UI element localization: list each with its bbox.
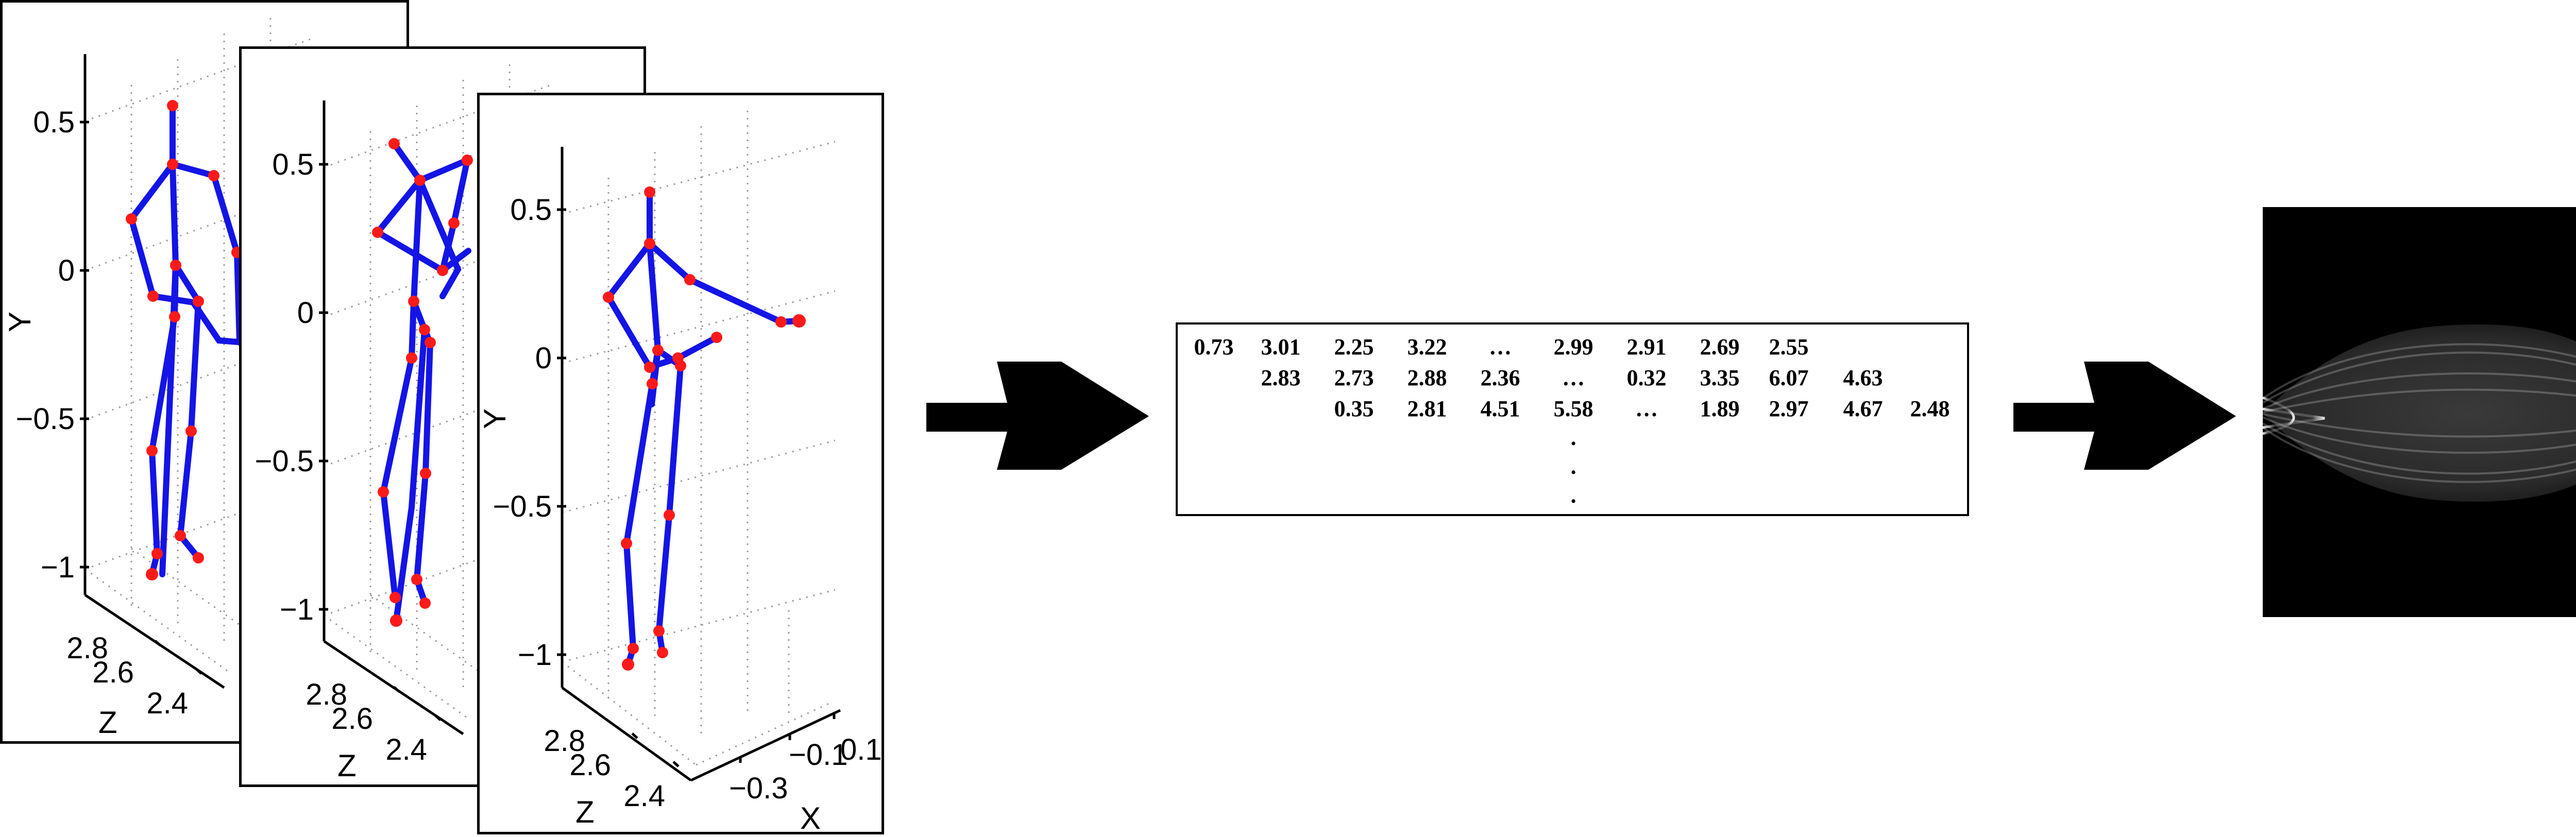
y-tick: −1 <box>518 638 552 672</box>
matrix-cell: 2.99 <box>1554 334 1594 360</box>
sinogram-visual <box>2262 324 2576 502</box>
matrix-cell: 2.97 <box>1769 396 1809 421</box>
skeleton-figure <box>372 138 473 627</box>
matrix-cell: 0.35 <box>1334 396 1374 421</box>
matrix-cell: 4.63 <box>1843 365 1883 390</box>
y-tick: 0 <box>297 296 314 330</box>
y-tick: −0.5 <box>16 402 75 436</box>
y-axis-label: Y <box>480 408 512 429</box>
z-tick: 2.6 <box>569 748 611 782</box>
matrix-cell: 2.48 <box>1910 396 1950 421</box>
skeleton-plot-2: 0.5 0 −0.5 −1 2.8 2.6 2.4 Z <box>255 64 551 783</box>
matrix-cell: 4.51 <box>1481 396 1520 421</box>
y-tick: −0.5 <box>255 445 314 478</box>
y-axis-label: Y <box>3 312 37 332</box>
arrow-right-icon <box>926 362 1149 470</box>
matrix-cell: 5.58 <box>1554 396 1594 421</box>
z-tick: 2.4 <box>623 779 665 813</box>
matrix-cell: 4.67 <box>1843 396 1883 421</box>
x-axis-label: X <box>800 801 821 835</box>
matrix-cell: 0.32 <box>1627 365 1667 390</box>
z-axis-label: Z <box>337 748 357 783</box>
matrix-cell: 2.88 <box>1408 365 1447 390</box>
continuation-dot: . <box>1571 483 1577 508</box>
plot-axes <box>319 100 464 736</box>
matrix-row-3: 0.35 2.81 4.51 5.58 … 1.89 2.97 4.67 2.4… <box>1334 396 1950 421</box>
continuation-dot: . <box>1571 454 1577 479</box>
z-tick: 2.4 <box>146 687 188 720</box>
matrix-cell: 1.89 <box>1700 396 1740 421</box>
z-axis-label: Z <box>575 795 595 829</box>
skeleton-joints <box>372 138 473 627</box>
x-tick: −0.3 <box>729 772 788 805</box>
z-tick: 2.6 <box>92 656 134 689</box>
z-tick: 2.6 <box>331 702 373 736</box>
skeleton-frame-3: 0.5 0 −0.5 −1 Y 2.8 2.6 2.4 Z −0.3 −0.1 … <box>477 93 884 835</box>
skeleton-joints <box>603 186 806 671</box>
y-tick: 0 <box>58 254 75 287</box>
y-tick: 0 <box>535 341 552 375</box>
matrix-cell: 6.07 <box>1769 365 1809 390</box>
matrix-row-1: 0.73 3.01 2.25 3.22 … 2.99 2.91 2.69 2.5… <box>1194 334 1809 360</box>
plot-axes <box>80 54 225 689</box>
skeleton-plot-1: 0.5 0 −0.5 −1 Y 2.8 2.6 2.4 Z <box>3 18 312 740</box>
y-tick: −1 <box>41 551 75 584</box>
continuation-dot: . <box>1571 425 1577 450</box>
z-axis-label: Z <box>98 705 117 740</box>
matrix-cell: 2.69 <box>1700 334 1740 360</box>
plot-grid <box>561 111 836 766</box>
matrix-cell: … <box>1635 396 1658 421</box>
matrix-cell: … <box>1562 365 1585 390</box>
matrix-cell: 2.83 <box>1261 365 1301 390</box>
matrix-cell: 2.55 <box>1769 334 1809 360</box>
matrix-cell: 3.01 <box>1261 334 1301 360</box>
y-tick: −1 <box>280 593 314 626</box>
matrix-cell: 3.22 <box>1408 334 1447 360</box>
z-tick: 2.8 <box>544 724 585 758</box>
matrix-row-2: 2.83 2.73 2.88 2.36 … 0.32 3.35 6.07 4.6… <box>1261 365 1883 390</box>
feature-matrix-grid: 0.73 3.01 2.25 3.22 … 2.99 2.91 2.69 2.5… <box>1194 334 1950 508</box>
matrix-cell: 2.73 <box>1334 365 1374 390</box>
sinogram-image <box>2262 207 2576 617</box>
plot-axes <box>557 147 841 782</box>
y-tick: 0.5 <box>272 148 314 181</box>
feature-matrix: 0.73 3.01 2.25 3.22 … 2.99 2.91 2.69 2.5… <box>1176 322 1969 516</box>
z-tick: 2.8 <box>306 678 347 711</box>
z-tick: 2.4 <box>385 733 427 766</box>
matrix-cell: 2.36 <box>1481 365 1520 390</box>
matrix-cell: 2.25 <box>1334 334 1374 360</box>
z-tick: 2.8 <box>66 631 108 665</box>
skeleton-figure <box>603 186 806 671</box>
skeleton-joints <box>126 100 243 580</box>
y-tick: −0.5 <box>493 490 552 523</box>
y-tick: 0.5 <box>33 106 75 139</box>
matrix-cell: 3.35 <box>1700 365 1740 390</box>
matrix-cell: 0.73 <box>1194 334 1234 360</box>
arrow-right-icon <box>2013 362 2236 470</box>
x-tick: 0.1 <box>840 733 882 766</box>
skeleton-figure <box>126 100 248 580</box>
matrix-cell: 2.81 <box>1408 396 1447 421</box>
skeleton-plot-3: 0.5 0 −0.5 −1 Y 2.8 2.6 2.4 Z −0.3 −0.1 … <box>480 111 882 835</box>
matrix-cell: 2.91 <box>1627 334 1667 360</box>
x-tick: −0.1 <box>789 738 848 772</box>
matrix-cell: … <box>1489 334 1512 360</box>
y-tick: 0.5 <box>510 193 552 227</box>
matrix-continuation-dots: . . . <box>1571 425 1577 508</box>
